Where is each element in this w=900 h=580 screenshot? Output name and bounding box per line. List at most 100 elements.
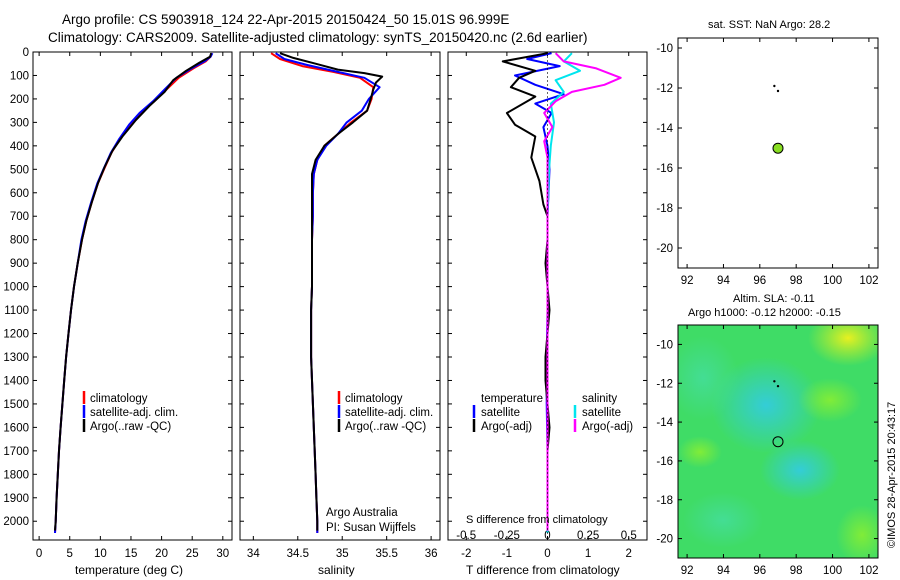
y-tick-label: 1500 [3, 399, 29, 411]
y-tick-label: 1300 [3, 352, 29, 364]
salinity-annotation-line2: PI: Susan Wijffels [326, 522, 416, 534]
altim-map-title-line1: Altim. SLA: -0.11 [733, 293, 815, 305]
t-difference-x-axis: -2 -1 0 1 2 [461, 52, 632, 560]
map-x-tick-label: 102 [859, 565, 878, 577]
y-tick-label: 1600 [3, 422, 29, 434]
salinity-series [270, 52, 384, 533]
map-y-tick-label: -14 [656, 123, 673, 135]
temperature-depth-axis: 0 100 200 300 400 500 600 700 800 900 1000 1100 1200… [3, 47, 232, 528]
x-tick-label: 15 [125, 548, 138, 560]
y-tick-label: 1900 [3, 493, 29, 505]
difference-legend: temperature satellite Argo(-adj) salinit… [472, 393, 633, 433]
x-tick-label: 20 [155, 548, 168, 560]
map-y-tick-label: -20 [656, 534, 673, 546]
temperature-x-axis: 0 5 10 15 20 25 30 [36, 52, 229, 560]
legend-title-salinity: salinity [582, 393, 617, 405]
y-tick-label: 2000 [3, 516, 29, 528]
sla-low-blob [683, 492, 763, 548]
y-tick-label: 1400 [3, 375, 29, 387]
series-line-temperature-satellite [514, 52, 565, 533]
map-y-tick-label: -16 [656, 456, 673, 468]
map-x-tick-label: 92 [681, 275, 694, 287]
s-diff-tick-label: -0.25 [494, 530, 520, 542]
map-x-tick-label: 98 [790, 565, 803, 577]
salinity-x-axis: 34 34.5 35 35.5 36 [247, 52, 438, 560]
sla-low-blob [678, 336, 739, 420]
altim-map-title-line2: Argo h1000: -0.12 h2000: -0.15 [688, 307, 841, 319]
series-line-satellite-adj-clim- [54, 52, 214, 534]
y-tick-label: 500 [10, 164, 29, 176]
difference-depth-axis [448, 51, 647, 522]
y-tick-label: 800 [10, 235, 29, 247]
figure-title-line2: Climatology: CARS2009. Satellite-adjuste… [48, 30, 588, 45]
x-tick-label: 35 [336, 548, 349, 560]
track-point [773, 84, 776, 88]
legend-label-satellite: satellite-adj. clim. [90, 407, 178, 419]
x-tick-label: 2 [626, 548, 632, 560]
track-point [776, 89, 780, 93]
sst-map-marks [772, 84, 784, 154]
map-y-tick-label: -10 [656, 339, 673, 351]
map-y-tick-label: -14 [656, 417, 673, 429]
map-x-tick-label: 102 [859, 275, 878, 287]
series-line-climatology [270, 52, 375, 533]
y-tick-label: 1200 [3, 329, 29, 341]
y-tick-label: 1000 [3, 282, 29, 294]
map-x-tick-label: 96 [753, 275, 766, 287]
s-diff-tick-label: -0.5 [456, 530, 476, 542]
imos-credit: ©IMOS 28-Apr-2015 20:43:17 [886, 402, 898, 548]
y-tick-label: 100 [10, 70, 29, 82]
legend-label-s-argo: Argo(-adj) [582, 421, 633, 433]
altim-map-frame [677, 324, 879, 559]
series-line-satellite-adj-clim- [275, 52, 381, 533]
legend-title-temperature: temperature [481, 393, 543, 405]
sla-high-blob [808, 325, 878, 366]
y-tick-label: 1800 [3, 469, 29, 481]
t-difference-x-label: T difference from climatology [466, 563, 620, 577]
series-line-climatology [54, 52, 213, 534]
x-tick-label: -1 [502, 548, 512, 560]
s-diff-tick-label: 0.25 [577, 530, 599, 542]
x-tick-label: 10 [94, 548, 107, 560]
series-line-argo-raw-qc- [279, 52, 384, 531]
s-difference-x-label: S difference from climatology [466, 514, 608, 526]
series-line-argo-raw-qc- [54, 52, 213, 531]
map-x-tick-label: 96 [753, 565, 766, 577]
temperature-x-label: temperature (deg C) [75, 563, 183, 577]
map-y-tick-label: -12 [656, 83, 673, 95]
x-tick-label: 5 [67, 548, 73, 560]
x-tick-label: 35.5 [375, 548, 397, 560]
x-tick-label: 0 [36, 548, 42, 560]
sla-heatmap [678, 325, 878, 558]
difference-series [501, 52, 622, 533]
sst-map-title: sat. SST: NaN Argo: 28.2 [708, 19, 830, 31]
legend-label-climatology: climatology [90, 393, 148, 405]
y-tick-label: 600 [10, 188, 29, 200]
figure-title-line1: Argo profile: CS 5903918_124 22-Apr-2015… [62, 12, 509, 27]
legend-label-satellite: satellite-adj. clim. [345, 407, 433, 419]
salinity-panel-frame [239, 51, 441, 541]
track-point [776, 384, 780, 388]
map-x-tick-label: 100 [823, 275, 842, 287]
altim-map-axes: 92 94 96 98 100 102 -10 -12 -14 -16 -18 -20 [656, 325, 879, 577]
x-tick-label: 36 [425, 548, 438, 560]
track-point [773, 380, 776, 383]
legend-label-t-argo: Argo(-adj) [481, 421, 532, 433]
y-tick-label: 400 [10, 141, 29, 153]
legend-label-s-satellite: satellite [582, 407, 621, 419]
map-x-tick-label: 100 [823, 565, 842, 577]
salinity-annotation-line1: Argo Australia [326, 507, 398, 519]
map-x-tick-label: 94 [717, 565, 730, 577]
x-tick-label: 34.5 [287, 548, 309, 560]
s-diff-tick-label: 0.5 [621, 530, 637, 542]
salinity-legend: climatology satellite-adj. clim. Argo(..… [337, 391, 433, 433]
y-tick-label: 1100 [4, 305, 29, 317]
profile-location-marker [772, 142, 784, 154]
map-y-tick-label: -18 [656, 203, 673, 215]
map-x-tick-label: 98 [790, 275, 803, 287]
y-tick-label: 0 [23, 47, 29, 59]
map-x-tick-label: 94 [717, 275, 730, 287]
series-line-temperature-argo-adj- [501, 52, 551, 531]
altim-map-marks [772, 380, 784, 448]
y-tick-label: 900 [10, 258, 29, 270]
